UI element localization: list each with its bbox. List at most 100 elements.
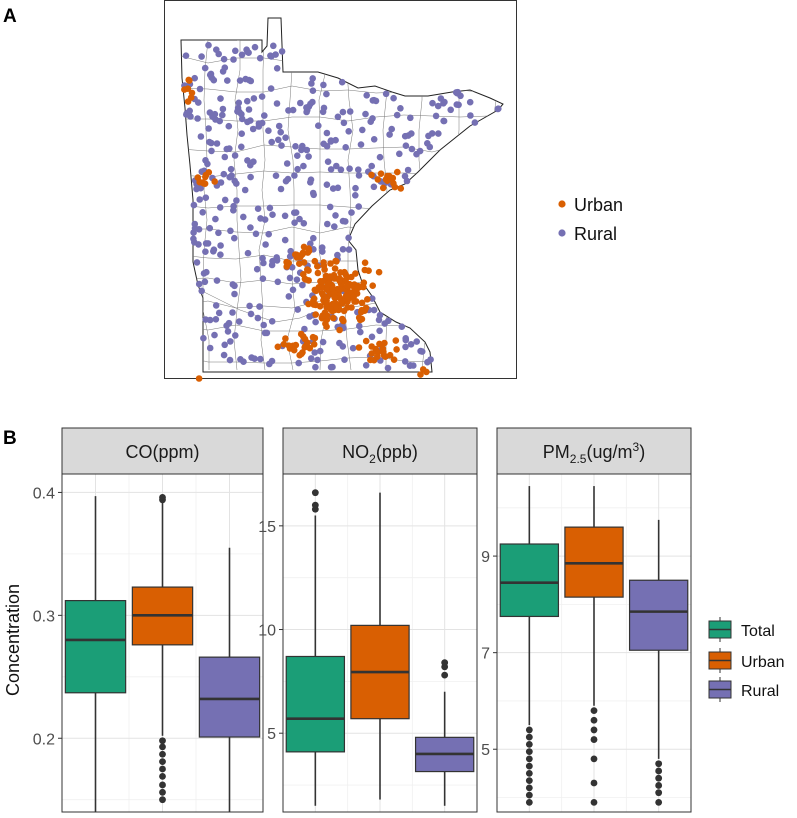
- rural-site-dot: [338, 78, 346, 86]
- rural-site-dot: [244, 249, 252, 257]
- rural-site-dot: [401, 358, 409, 365]
- rural-site-dot: [208, 147, 215, 155]
- urban-site-dot: [423, 368, 430, 376]
- urban-site-dot: [354, 285, 361, 292]
- urban-site-dot: [304, 339, 311, 347]
- rural-site-dot: [357, 328, 364, 336]
- rural-site-dot: [238, 51, 246, 59]
- rural-site-dot: [217, 242, 224, 249]
- rural-site-dot: [247, 310, 255, 318]
- rural-site-dot: [201, 64, 209, 72]
- county-line: [181, 144, 489, 153]
- urban-site-dot: [331, 293, 338, 301]
- outlier-point: [525, 733, 533, 741]
- rural-site-dot: [385, 317, 392, 325]
- box-body: [285, 655, 346, 753]
- rural-site-dot: [260, 321, 268, 329]
- rural-site-dot: [428, 130, 436, 137]
- rural-site-dot: [191, 74, 198, 82]
- rural-site-dot: [326, 203, 334, 211]
- y-tick-label: 0.3: [33, 608, 55, 625]
- rural-site-dot: [466, 98, 474, 106]
- outlier-point: [590, 716, 598, 724]
- rural-site-dot: [323, 129, 331, 137]
- outlier-point: [159, 737, 166, 745]
- rural-site-dot: [376, 153, 384, 161]
- urban-site-dot: [374, 353, 381, 361]
- y-tick-label: 10: [258, 623, 276, 640]
- rural-site-dot: [284, 175, 292, 183]
- rural-site-dot: [245, 106, 253, 113]
- outlier-point: [655, 767, 663, 775]
- rural-site-dot: [440, 117, 447, 125]
- rural-site-dot: [316, 347, 324, 355]
- rural-site-dot: [291, 209, 298, 216]
- county-line: [258, 39, 266, 371]
- urban-site-dot: [368, 350, 376, 357]
- rural-site-dot: [190, 201, 198, 209]
- rural-site-dot: [219, 111, 226, 119]
- rural-site-dot: [265, 230, 273, 238]
- rural-site-dot: [206, 138, 213, 146]
- rural-site-dot: [275, 122, 283, 130]
- y-tick-label: 5: [481, 742, 490, 759]
- rural-site-dot: [310, 191, 318, 199]
- rural-site-dot: [281, 212, 289, 220]
- urban-site-dot: [336, 286, 344, 293]
- rural-site-dot: [283, 160, 291, 167]
- urban-site-dot: [321, 266, 328, 273]
- facet-strip-label: PM2.5(ug/m3): [543, 440, 645, 466]
- rural-site-dot: [200, 334, 207, 342]
- outlier-point: [159, 750, 166, 758]
- rural-site-dot: [429, 99, 436, 107]
- rural-site-dot: [295, 359, 303, 367]
- rural-site-dot: [241, 186, 249, 194]
- urban-site-dot: [379, 345, 387, 353]
- rural-site-dot: [213, 140, 221, 147]
- rural-site-dot: [315, 122, 322, 129]
- rural-site-dot: [397, 105, 404, 112]
- rural-site-dot: [253, 265, 261, 273]
- rural-site-dot: [256, 54, 264, 62]
- rural-site-dot: [407, 114, 414, 122]
- rural-site-dot: [407, 341, 415, 348]
- urban-site-dot: [306, 344, 314, 352]
- rural-site-dot: [345, 234, 352, 242]
- rural-site-dot: [413, 338, 421, 345]
- rural-site-dot: [298, 146, 305, 154]
- rural-site-dot: [286, 274, 294, 282]
- rural-site-dot: [198, 287, 205, 295]
- facet-strip-label: NO2(ppb): [342, 442, 418, 466]
- rural-site-dot: [296, 215, 303, 223]
- rural-site-dot: [211, 331, 218, 339]
- urban-site-dot: [367, 356, 374, 364]
- rural-site-dot: [259, 275, 267, 283]
- rural-site-dot: [275, 136, 282, 144]
- rural-site-dot: [332, 136, 339, 144]
- outlier-point: [159, 758, 166, 766]
- rural-site-dot: [273, 254, 281, 261]
- urban-site-dot: [397, 185, 405, 192]
- rural-site-dot: [294, 152, 301, 159]
- rural-site-dot: [227, 338, 234, 345]
- legend-item-total: Total: [708, 617, 775, 642]
- rural-site-dot: [235, 318, 243, 325]
- rural-site-dot: [207, 70, 215, 78]
- outlier-point: [525, 741, 533, 748]
- panel-border: [61, 473, 264, 813]
- rural-site-dot: [250, 158, 257, 165]
- rural-site-dot: [261, 216, 269, 223]
- rural-site-dot: [277, 185, 285, 193]
- outlier-point: [590, 707, 598, 714]
- rural-site-dot: [346, 108, 354, 115]
- rural-site-dot: [244, 118, 251, 126]
- rural-site-dot: [393, 111, 401, 119]
- strip-main: NO: [342, 442, 369, 462]
- outlier-point: [159, 781, 166, 789]
- urban-site-dot: [285, 342, 293, 350]
- rural-site-dot: [339, 108, 347, 116]
- rural-site-dot: [323, 90, 330, 98]
- rural-site-dot: [225, 319, 233, 327]
- rural-site-dot: [252, 230, 260, 238]
- rural-site-dot: [210, 248, 217, 255]
